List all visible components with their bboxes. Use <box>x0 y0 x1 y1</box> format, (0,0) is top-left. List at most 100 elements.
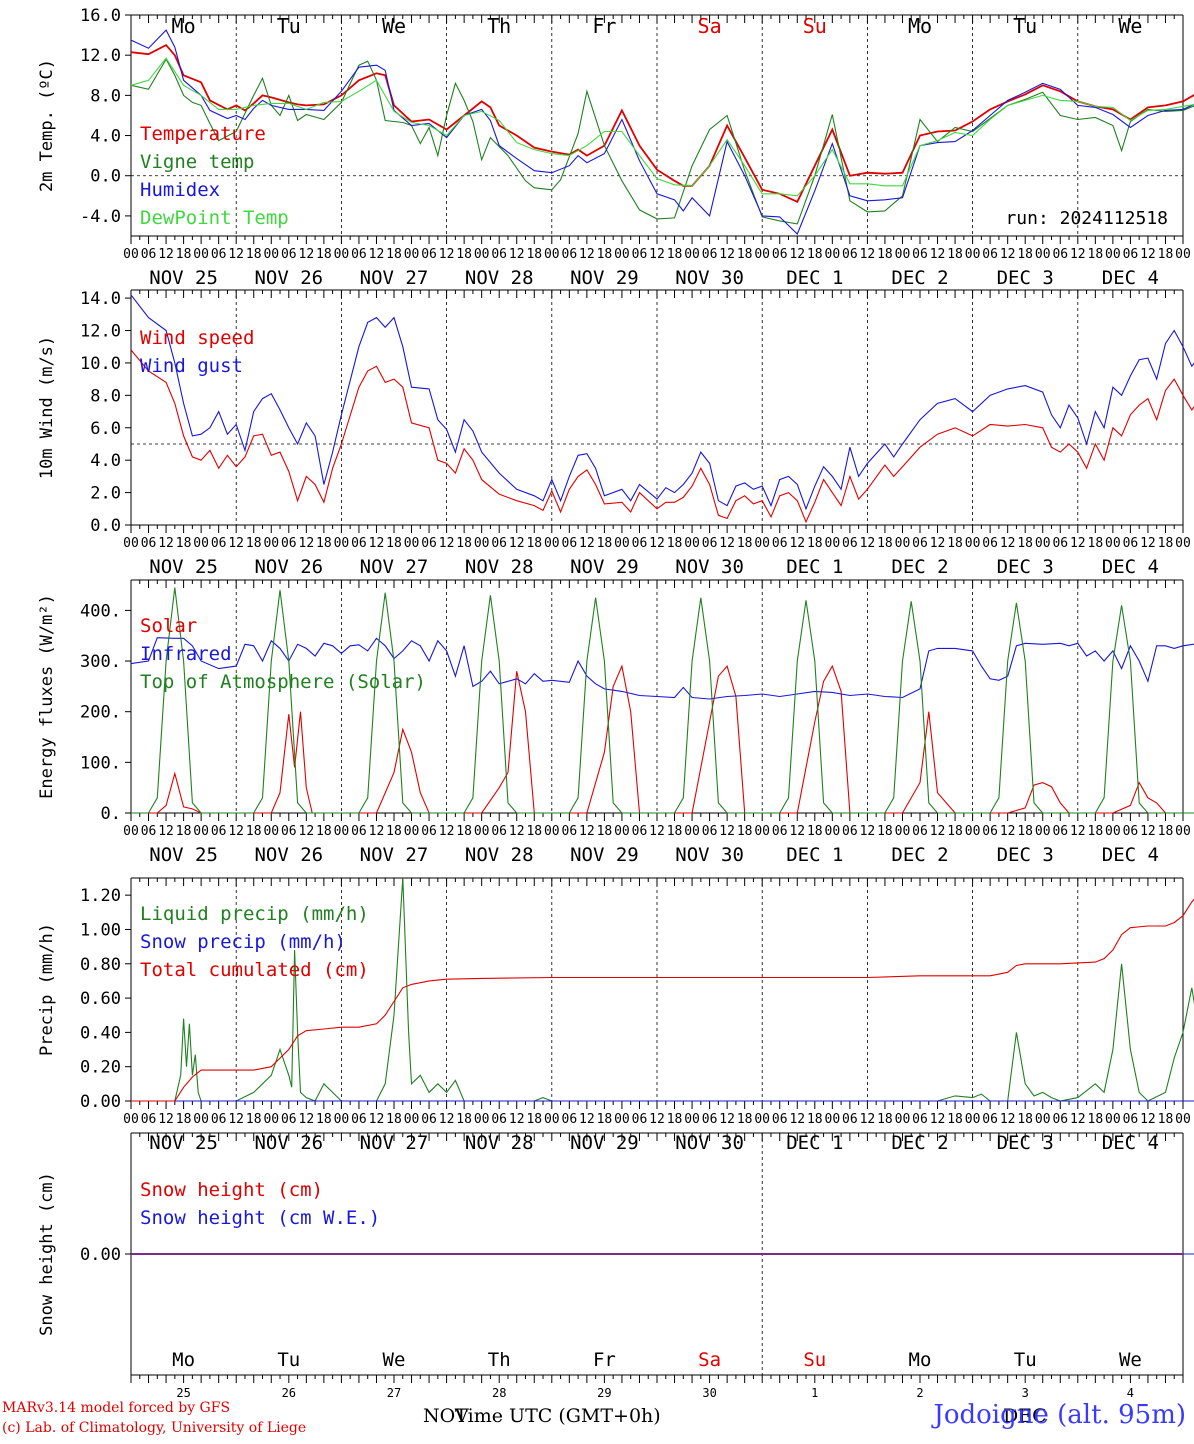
hour-tick-label: 06 <box>982 536 998 551</box>
hour-tick-label: 18 <box>246 824 262 839</box>
hour-tick-label: 06 <box>702 1112 718 1127</box>
hour-tick-label: 00 <box>1175 1112 1191 1127</box>
hour-tick-label: 06 <box>141 536 157 551</box>
hour-tick-label: 06 <box>211 824 227 839</box>
hour-tick-label: 12 <box>1140 247 1156 262</box>
hour-tick-label: 00 <box>895 1112 911 1127</box>
date-label: DEC 2 <box>891 267 948 289</box>
hour-tick-label: 06 <box>912 247 928 262</box>
hour-tick-label: 12 <box>1140 1112 1156 1127</box>
hour-tick-label: 18 <box>386 824 402 839</box>
y-tick-label: 12.0 <box>80 322 121 342</box>
hour-tick-label: 18 <box>316 247 332 262</box>
hour-tick-label: 06 <box>842 247 858 262</box>
hour-tick-label: 00 <box>754 824 770 839</box>
y-axis-label: 2m Temp. (ºC) <box>37 59 57 192</box>
hour-tick-label: 00 <box>263 536 279 551</box>
date-label: DEC 3 <box>997 1132 1054 1154</box>
date-label: DEC 3 <box>997 556 1054 578</box>
hour-tick-label: 12 <box>579 824 595 839</box>
y-tick-label: -4.0 <box>80 207 121 227</box>
y-tick-label: 1.00 <box>80 920 121 940</box>
hour-tick-label: 18 <box>1017 536 1033 551</box>
hour-tick-label: 18 <box>246 247 262 262</box>
legend-label: Humidex <box>140 179 220 201</box>
hour-tick-label: 18 <box>386 536 402 551</box>
hour-tick-label: 18 <box>1088 824 1104 839</box>
date-label: DEC 3 <box>997 844 1054 866</box>
hour-tick-label: 18 <box>386 1112 402 1127</box>
hour-tick-label: 00 <box>684 824 700 839</box>
hour-tick-label: 18 <box>667 824 683 839</box>
hour-tick-label: 00 <box>1105 1112 1121 1127</box>
hour-tick-label: 06 <box>842 1112 858 1127</box>
hour-tick-label: 12 <box>509 247 525 262</box>
hour-tick-label: 12 <box>369 824 385 839</box>
hour-tick-label: 12 <box>1140 824 1156 839</box>
hour-tick-label: 18 <box>456 824 472 839</box>
hour-tick-label: 06 <box>562 536 578 551</box>
hour-tick-label: 18 <box>947 536 963 551</box>
date-label: NOV 28 <box>465 267 534 289</box>
hour-tick-label: 18 <box>947 1112 963 1127</box>
date-label: DEC 2 <box>891 844 948 866</box>
date-label: NOV 28 <box>465 556 534 578</box>
hour-tick-label: 00 <box>1105 247 1121 262</box>
day-number-label: 25 <box>176 1386 190 1400</box>
hour-tick-label: 18 <box>526 536 542 551</box>
hour-tick-label: 00 <box>1035 824 1051 839</box>
hour-tick-label: 00 <box>193 247 209 262</box>
date-label: DEC 4 <box>1102 844 1159 866</box>
hour-tick-label: 00 <box>825 1112 841 1127</box>
hour-tick-label: 06 <box>982 247 998 262</box>
hour-tick-label: 18 <box>807 247 823 262</box>
hour-tick-label: 00 <box>1105 824 1121 839</box>
hour-tick-label: 06 <box>1052 536 1068 551</box>
hour-tick-label: 00 <box>825 824 841 839</box>
hour-tick-label: 00 <box>474 247 490 262</box>
hour-tick-label: 12 <box>1000 247 1016 262</box>
hour-tick-label: 06 <box>1123 1112 1139 1127</box>
hour-tick-label: 06 <box>211 536 227 551</box>
panel-1: -4.00.04.08.012.016.02m Temp. (ºC)00 06 12… <box>37 6 1194 289</box>
hour-tick-label: 18 <box>526 247 542 262</box>
hour-tick-label: 00 <box>474 1112 490 1127</box>
hour-tick-label: 18 <box>1158 1112 1174 1127</box>
date-label: DEC 1 <box>786 1132 843 1154</box>
hour-tick-label: 06 <box>772 824 788 839</box>
hour-tick-label: 06 <box>491 247 507 262</box>
hour-tick-label: 06 <box>632 247 648 262</box>
y-tick-label: 0.00 <box>80 1092 121 1112</box>
month-left-label: NOV <box>423 1405 469 1427</box>
month-right-label: DEC <box>1003 1405 1047 1427</box>
hour-tick-label: 12 <box>789 247 805 262</box>
legend-label: DewPoint Temp <box>140 207 289 229</box>
hour-tick-label: 06 <box>351 536 367 551</box>
hour-tick-label: 18 <box>246 536 262 551</box>
station-title: Jodoigne (alt. 95m) <box>933 1400 1186 1430</box>
weekday-label: Su <box>803 14 827 38</box>
hour-tick-label: 06 <box>702 824 718 839</box>
hour-tick-label: 00 <box>1035 536 1051 551</box>
hour-tick-label: 06 <box>632 1112 648 1127</box>
y-tick-label: 0.40 <box>80 1023 121 1043</box>
hour-tick-label: 00 <box>334 247 350 262</box>
hour-tick-label: 12 <box>509 1112 525 1127</box>
hour-tick-label: 12 <box>509 536 525 551</box>
hour-tick-label: 06 <box>421 536 437 551</box>
hour-tick-label: 06 <box>772 1112 788 1127</box>
hour-tick-label: 06 <box>141 247 157 262</box>
hour-tick-label: 12 <box>439 824 455 839</box>
hour-tick-label: 12 <box>439 1112 455 1127</box>
weekday-label: Fr <box>592 14 616 38</box>
hour-tick-label: 00 <box>684 536 700 551</box>
y-tick-label: 0.0 <box>90 167 121 187</box>
day-number-label: 28 <box>492 1386 506 1400</box>
hour-tick-label: 00 <box>754 1112 770 1127</box>
weekday-label: Sa <box>698 14 722 38</box>
hour-tick-label: 12 <box>860 247 876 262</box>
hour-tick-label: 00 <box>825 247 841 262</box>
hour-tick-label: 00 <box>965 247 981 262</box>
hour-tick-label: 12 <box>439 247 455 262</box>
